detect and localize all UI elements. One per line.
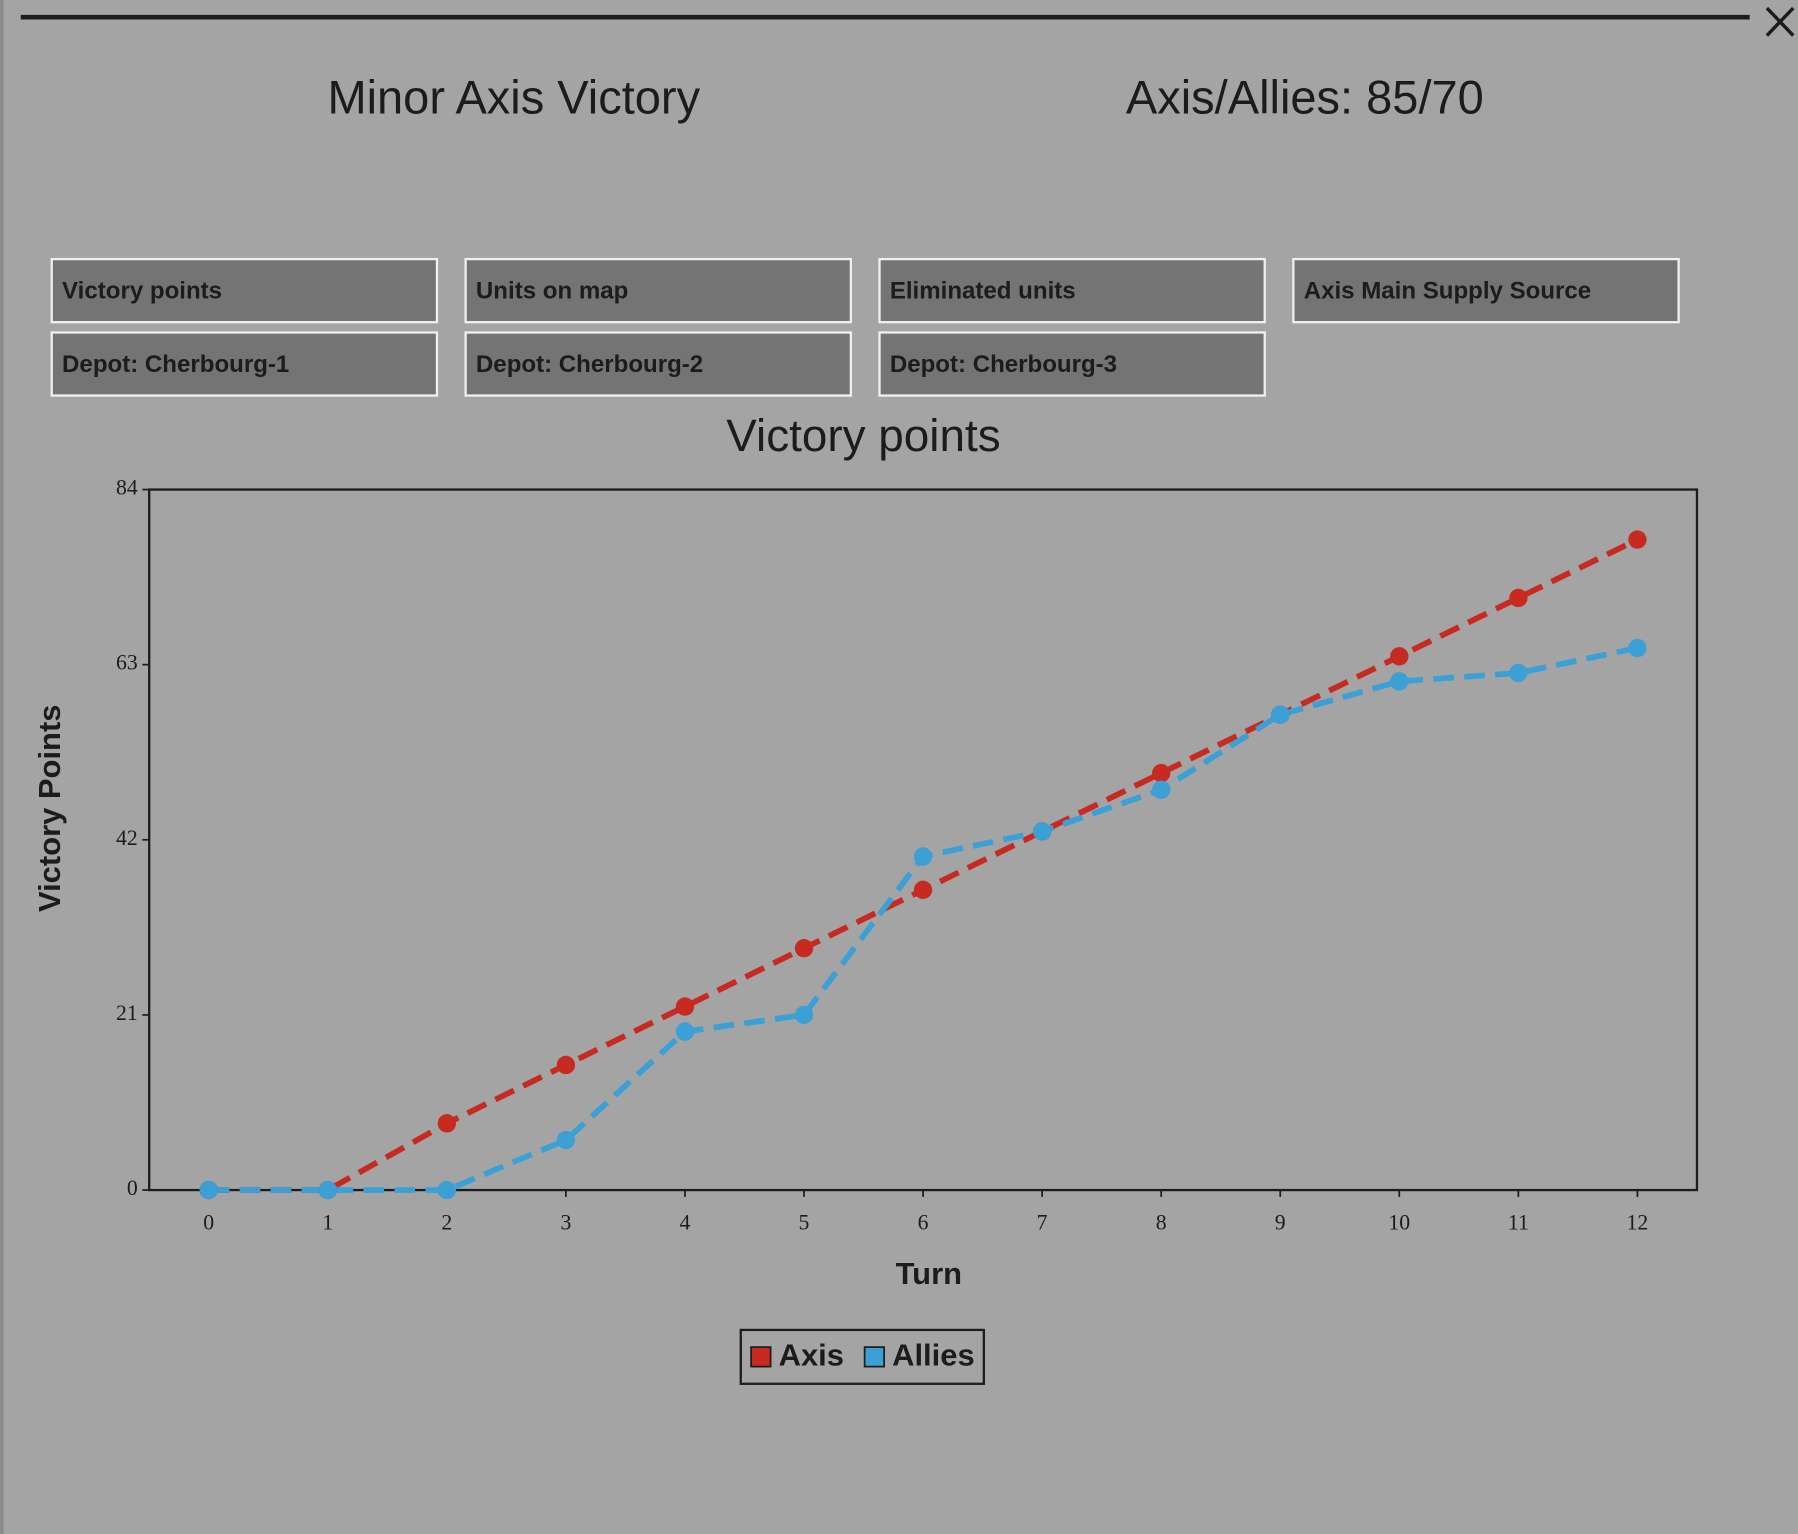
y-tick-label: 63: [116, 651, 138, 675]
y-axis-label: Victory Points: [32, 705, 67, 912]
data-point: [794, 939, 814, 958]
y-tick-label: 42: [116, 826, 138, 850]
data-point: [1509, 663, 1528, 683]
data-point: [675, 997, 695, 1016]
x-tick-label: 4: [680, 1210, 691, 1234]
data-point: [1390, 672, 1409, 691]
data-point: [1509, 588, 1528, 608]
tab-label[interactable]: Axis Main Supply Source: [1304, 278, 1591, 305]
score-text: Axis/Allies: 85/70: [1126, 70, 1484, 123]
data-point: [556, 1130, 576, 1150]
tab[interactable]: [464, 257, 852, 324]
y-tick-label: 0: [127, 1176, 138, 1200]
data-point: [1152, 780, 1171, 799]
tab[interactable]: [50, 331, 439, 397]
data-point: [1032, 822, 1052, 841]
tab-label[interactable]: Eliminated units: [890, 278, 1076, 305]
tab[interactable]: [1292, 257, 1680, 324]
window-edge: [0, 0, 4, 1534]
tab[interactable]: [464, 331, 852, 397]
data-point: [794, 1005, 814, 1025]
tab[interactable]: [878, 331, 1266, 397]
x-tick-label: 3: [560, 1210, 571, 1234]
tab-label[interactable]: Victory points: [62, 278, 222, 305]
tab-label[interactable]: Depot: Cherbourg-1: [62, 351, 289, 378]
data-point: [437, 1114, 457, 1133]
data-point: [1271, 705, 1290, 724]
chart-title: Victory points: [726, 409, 1000, 461]
close-button[interactable]: [1765, 6, 1795, 37]
data-point: [1390, 647, 1409, 666]
tab[interactable]: [878, 257, 1266, 324]
x-axis-label: Turn: [896, 1256, 962, 1291]
data-point: [199, 1180, 218, 1200]
x-tick-label: 11: [1508, 1210, 1529, 1234]
tab[interactable]: [50, 257, 439, 324]
x-tick-label: 9: [1275, 1210, 1286, 1234]
x-tick-label: 1: [322, 1210, 333, 1234]
x-tick-label: 12: [1627, 1210, 1649, 1234]
x-tick-label: 5: [799, 1210, 810, 1234]
data-point: [556, 1055, 576, 1075]
result-text: Minor Axis Victory: [327, 70, 700, 123]
x-tick-label: 6: [918, 1210, 929, 1234]
data-point: [318, 1180, 337, 1200]
tab-label[interactable]: Depot: Cherbourg-3: [890, 351, 1117, 378]
data-point: [437, 1180, 457, 1200]
legend-box: [739, 1328, 985, 1385]
x-tick-label: 0: [203, 1210, 214, 1234]
legend-label: Axis: [779, 1338, 844, 1373]
data-point: [1628, 638, 1647, 658]
x-tick-label: 8: [1156, 1210, 1167, 1234]
data-point: [1628, 530, 1647, 549]
legend-label: Allies: [892, 1338, 975, 1373]
data-point: [913, 847, 933, 866]
x-tick-label: 7: [1037, 1210, 1048, 1234]
data-point: [1152, 763, 1171, 783]
tab-label[interactable]: Units on map: [476, 278, 628, 305]
tab-label[interactable]: Depot: Cherbourg-2: [476, 351, 703, 378]
x-tick-label: 2: [441, 1210, 452, 1234]
y-tick-label: 84: [116, 476, 138, 500]
legend-swatch: [750, 1346, 772, 1368]
data-point: [675, 1022, 695, 1041]
data-point: [913, 880, 933, 900]
x-tick-label: 10: [1388, 1210, 1410, 1234]
y-tick-label: 21: [116, 1001, 138, 1025]
legend-swatch: [863, 1346, 885, 1368]
